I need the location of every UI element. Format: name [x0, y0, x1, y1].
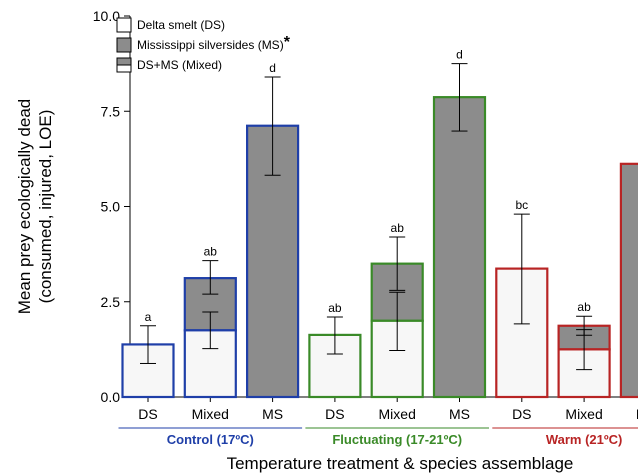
y-tick-label: 7.5	[101, 103, 121, 119]
y-axis-title: Mean prey ecologically dead (consumed, in…	[15, 99, 55, 314]
bar-ms	[432, 96, 487, 399]
significance-label: d	[269, 61, 276, 75]
legend-label: DS+MS (Mixed)	[137, 58, 222, 72]
x-tick-label: MS	[449, 406, 470, 422]
significance-label: d	[456, 48, 463, 62]
legend-swatch-ds	[116, 17, 132, 33]
legend: Delta smelt (DS) Mississippi silversides …	[116, 17, 291, 73]
bars	[121, 96, 638, 399]
x-tick-label: Mixed	[565, 406, 602, 422]
legend-swatch-mixed-top	[116, 57, 132, 66]
group-label: Fluctuating (17-21ºC)	[332, 432, 462, 447]
significance-label: ab	[328, 301, 342, 315]
x-tick-label: DS	[138, 406, 157, 422]
y-axis-title-line: Mean prey ecologically dead	[15, 99, 34, 314]
legend-asterisk: *	[284, 34, 291, 51]
group-labels: Control (17ºC) Fluctuating (17-21ºC) Warm …	[118, 427, 638, 447]
x-axis-title: Temperature treatment & species assembla…	[227, 454, 574, 473]
legend-label: Mississippi silversides (MS)*	[137, 34, 291, 52]
significance-label: ab	[204, 245, 218, 259]
bar-ms	[619, 162, 638, 399]
significance-labels: aabdababdbcabcd	[145, 48, 591, 324]
x-tick-label: MS	[262, 406, 283, 422]
x-tick-label: Mixed	[379, 406, 416, 422]
group-label: Control (17ºC)	[167, 432, 254, 447]
significance-label: ab	[391, 221, 405, 235]
y-tick-label: 10.0	[93, 8, 120, 24]
legend-swatch-mixed-bottom	[116, 64, 132, 73]
x-tick-label: DS	[325, 406, 344, 422]
error-bars	[140, 63, 593, 371]
significance-label: bc	[515, 198, 528, 212]
x-tick-label: MS	[636, 406, 638, 422]
legend-label: Delta smelt (DS)	[137, 18, 225, 32]
y-tick-label: 2.5	[101, 294, 121, 310]
axes: 0.0 2.5 5.0 7.5 10.0 DS Mixed MS DS Mixed MS DS Mixe…	[93, 8, 638, 422]
y-axis-title-line: (consumed, injured, LOE)	[36, 110, 55, 304]
x-tick-label: DS	[512, 406, 531, 422]
x-tick-label: Mixed	[192, 406, 229, 422]
significance-label: a	[145, 310, 152, 324]
significance-label: ab	[577, 300, 591, 314]
group-label: Warm (21ºC)	[546, 432, 623, 447]
bar-mixed-ds	[557, 348, 611, 399]
legend-swatch-ms	[116, 37, 132, 53]
y-tick-label: 5.0	[101, 199, 121, 215]
y-tick-label: 0.0	[101, 389, 121, 405]
